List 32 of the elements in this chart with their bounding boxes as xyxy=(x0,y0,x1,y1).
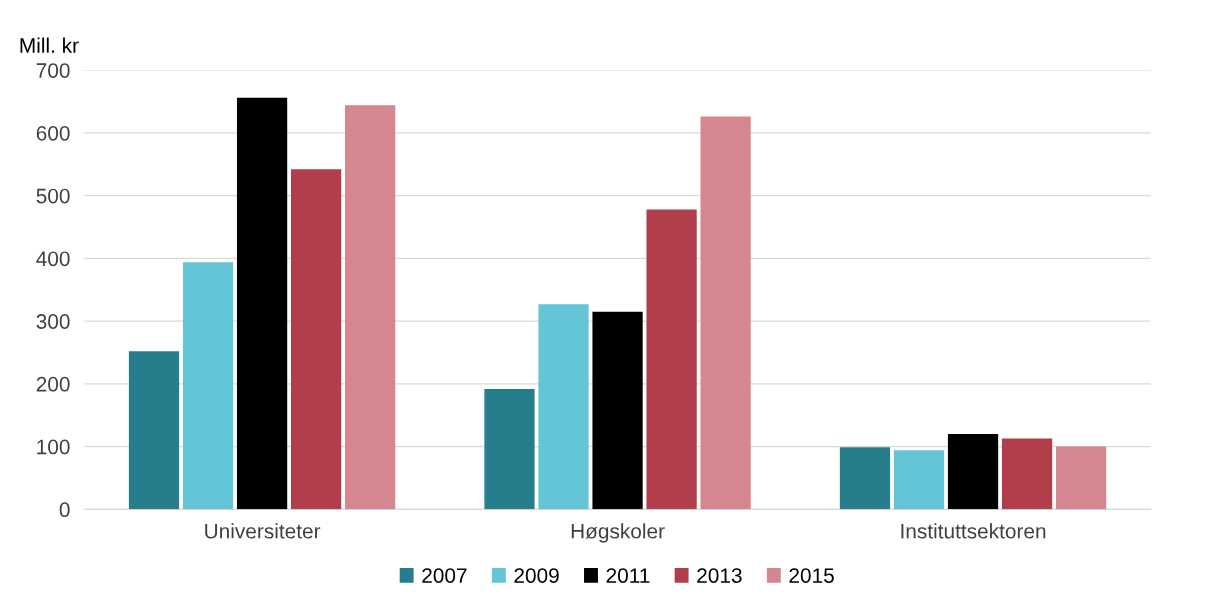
bar xyxy=(128,351,180,510)
y-axis-title: Mill. kr xyxy=(20,37,79,53)
bar xyxy=(290,169,342,510)
legend-label: 2009 xyxy=(514,568,559,583)
x-tick-label: Universiteter xyxy=(205,523,321,539)
y-tick-label: 100 xyxy=(37,439,70,455)
bar xyxy=(947,434,999,510)
bar xyxy=(484,388,535,510)
bar xyxy=(893,450,945,510)
y-tick-label: 700 xyxy=(36,63,70,78)
legend-label: 2011 xyxy=(606,568,650,583)
y-tick-label: 600 xyxy=(36,125,70,141)
y-tick-label: 300 xyxy=(36,314,70,329)
bar xyxy=(236,97,288,510)
bar xyxy=(592,311,643,510)
y-tick-label: 400 xyxy=(36,251,70,267)
bar xyxy=(1055,446,1107,510)
bar xyxy=(646,209,697,510)
legend-label: 2013 xyxy=(697,568,742,583)
legend-label: 2015 xyxy=(789,568,834,583)
x-tick-label: Instituttsektoren xyxy=(901,523,1046,539)
bar xyxy=(345,105,396,510)
x-tick-label: Høgskoler xyxy=(571,523,665,543)
y-tick-label: 200 xyxy=(36,376,70,392)
y-tick-label: 0 xyxy=(59,502,70,518)
bar xyxy=(1001,438,1053,510)
bar xyxy=(182,262,234,510)
bar xyxy=(538,304,589,510)
y-tick-label: 500 xyxy=(36,188,70,204)
legend-label: 2007 xyxy=(422,568,467,583)
bar xyxy=(700,116,751,510)
bar xyxy=(839,447,891,510)
